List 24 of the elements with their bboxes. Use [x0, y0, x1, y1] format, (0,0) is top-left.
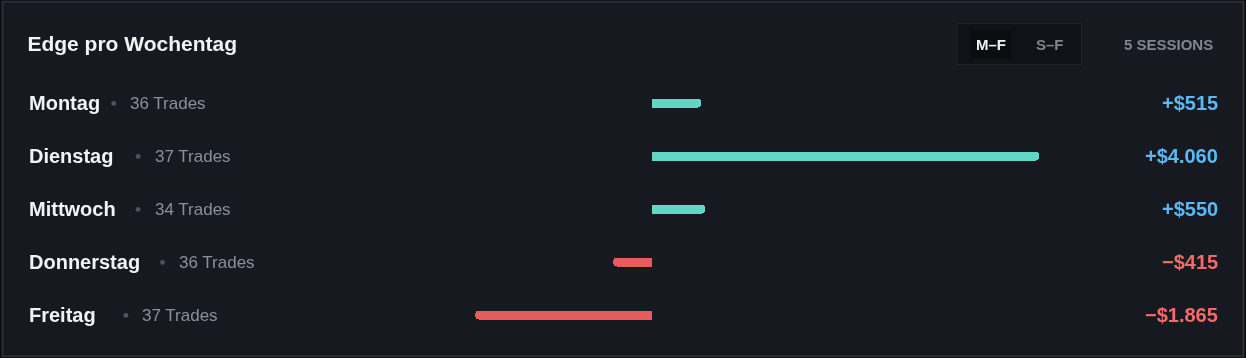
y-tick-label: Mittwoch — [29, 198, 116, 220]
text: M–F — [976, 36, 1006, 53]
y-tick-label: Freitag — [29, 304, 96, 326]
y-tick-label: Dienstag — [29, 145, 114, 167]
data-label: +$550 — [1162, 198, 1219, 220]
text: 34 Trades — [155, 200, 231, 219]
text: 36 Trades — [179, 253, 255, 272]
bar — [652, 204, 706, 214]
bar — [652, 151, 1040, 161]
text: 37 Trades — [155, 147, 231, 166]
text: 37 Trades — [142, 306, 218, 325]
text: Edge pro Wochentag — [27, 32, 238, 56]
text: 36 Trades — [130, 94, 206, 113]
text: S–F — [1036, 36, 1064, 53]
data-label: +$4.060 — [1145, 145, 1218, 167]
y-tick-label: Montag — [29, 92, 101, 114]
bar — [613, 257, 653, 267]
data-label: +$515 — [1162, 92, 1219, 114]
bar — [475, 310, 653, 320]
bar — [652, 98, 702, 108]
y-tick-label: Donnerstag — [29, 251, 141, 273]
data-label: −$415 — [1162, 251, 1219, 273]
text: 5 SESSIONS — [1124, 36, 1214, 53]
data-label: −$1.865 — [1145, 304, 1218, 326]
